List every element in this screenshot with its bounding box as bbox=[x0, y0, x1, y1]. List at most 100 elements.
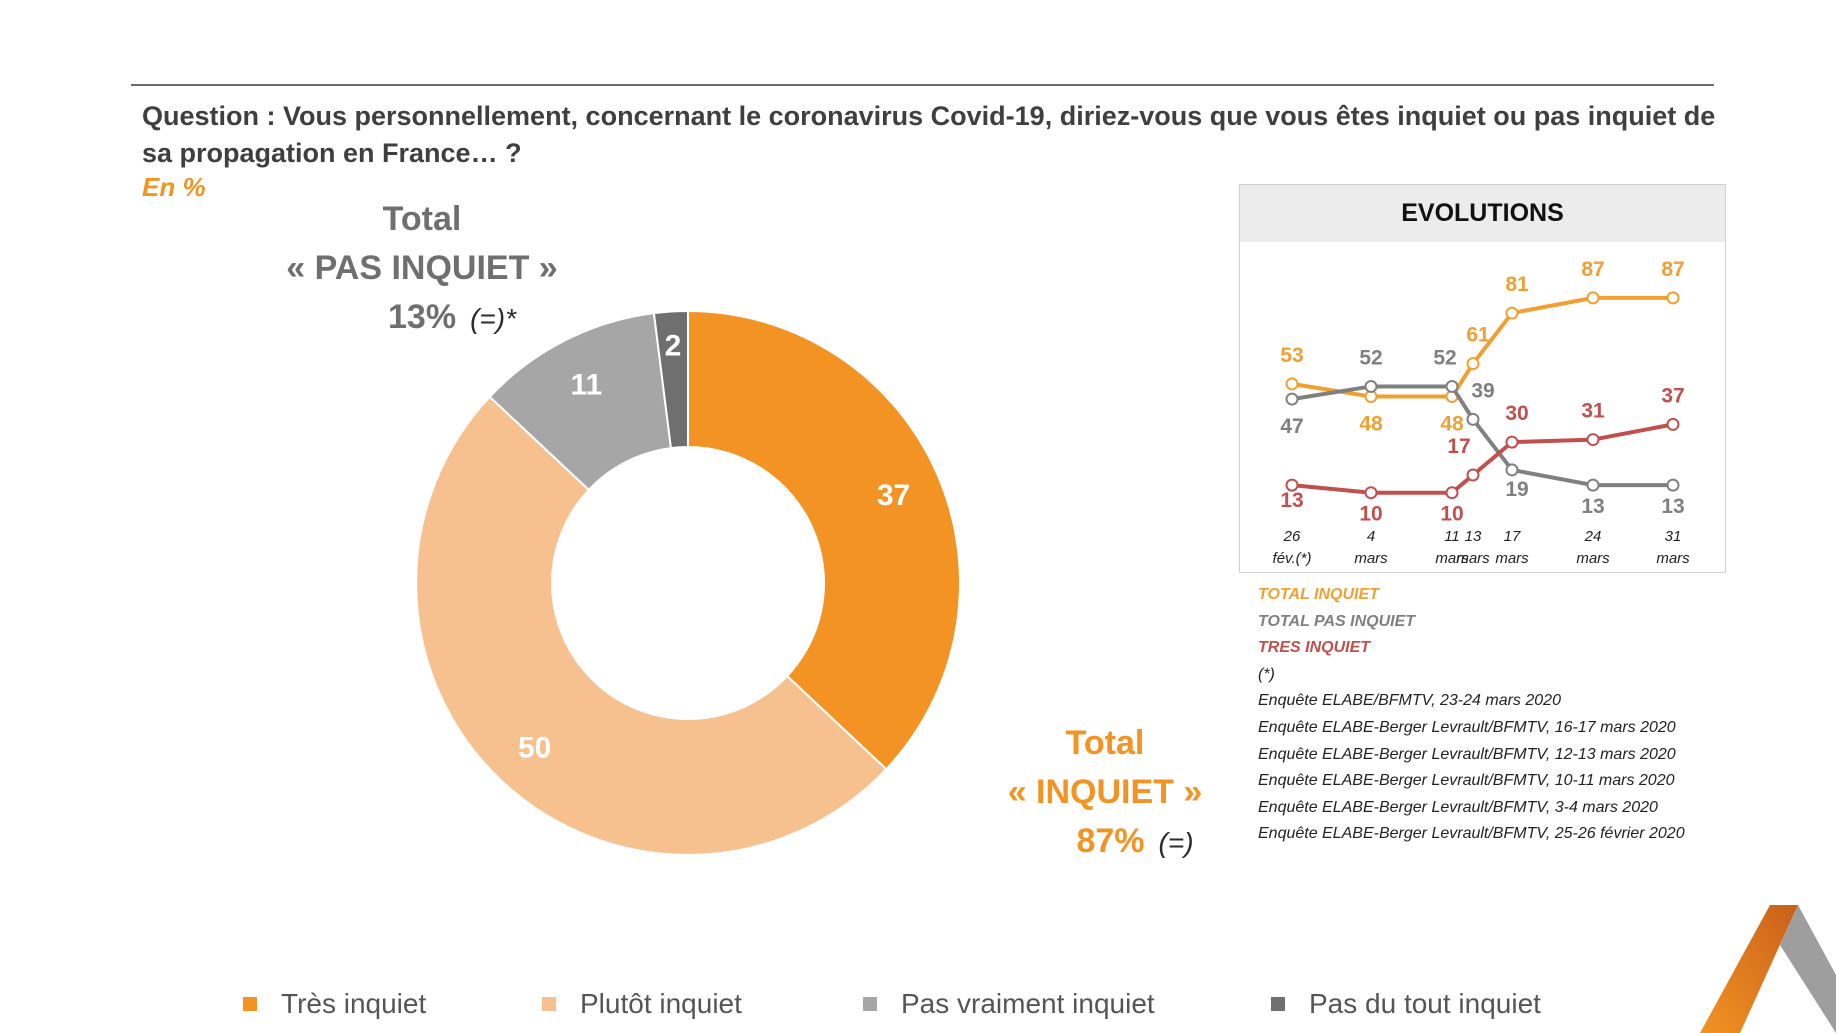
total-inquiet-line2: « INQUIET » bbox=[1007, 773, 1203, 811]
x-tick-label: mars bbox=[1435, 550, 1469, 567]
source-line: Enquête ELABE-Berger Levrault/BFMTV, 3-4… bbox=[1258, 798, 1658, 816]
x-tick-label: 17 bbox=[1504, 528, 1521, 545]
point-value-label: 47 bbox=[1280, 415, 1303, 438]
point-total-pas-inquiet bbox=[1586, 478, 1600, 492]
point-total-pas-inquiet bbox=[1666, 478, 1680, 492]
point-total-inquiet bbox=[1586, 291, 1600, 305]
legend-label: Pas vraiment inquiet bbox=[901, 988, 1155, 1019]
point-value-label: 52 bbox=[1359, 346, 1382, 369]
legend-swatch bbox=[1271, 997, 1285, 1011]
point-value-label: 52 bbox=[1433, 346, 1456, 369]
total-inquiet-value: 87% bbox=[1076, 822, 1145, 860]
total-inquiet-note: (=) bbox=[1158, 827, 1194, 858]
x-tick-label: 26 bbox=[1283, 528, 1301, 545]
donut-slice-plutot-inquiet bbox=[415, 395, 888, 856]
brand-logo bbox=[1700, 905, 1836, 1033]
legend-label: Plutôt inquiet bbox=[580, 988, 742, 1019]
x-tick-label: mars bbox=[1656, 550, 1690, 567]
point-value-label: 13 bbox=[1581, 495, 1604, 518]
total-pas-inquiet-value: 13% bbox=[388, 298, 457, 336]
point-total-inquiet bbox=[1466, 357, 1480, 371]
point-tres-inquiet bbox=[1364, 486, 1378, 500]
total-inquiet-line1: Total bbox=[1065, 724, 1145, 762]
point-total-inquiet bbox=[1285, 377, 1299, 391]
point-tres-inquiet bbox=[1285, 478, 1299, 492]
point-total-pas-inquiet bbox=[1466, 412, 1480, 426]
evolutions-panel: EVOLUTIONS 53 48 48 61 81 87 87 47 52 52 39 19 13 13 1… bbox=[1239, 184, 1726, 573]
legend-swatch bbox=[863, 997, 877, 1011]
evolutions-title: EVOLUTIONS bbox=[1240, 185, 1725, 242]
point-value-label: 81 bbox=[1505, 273, 1529, 296]
point-value-label: 17 bbox=[1447, 435, 1470, 458]
total-pas-inquiet-note: (=)* bbox=[470, 303, 516, 334]
x-tick-label: mars bbox=[1576, 550, 1610, 567]
donut-slice-tres-inquiet bbox=[687, 309, 961, 771]
point-total-inquiet bbox=[1666, 291, 1680, 305]
point-value-label: 13 bbox=[1280, 489, 1303, 512]
point-value-label: 31 bbox=[1581, 400, 1605, 423]
point-value-label: 13 bbox=[1661, 495, 1684, 518]
x-tick-label: 11 bbox=[1444, 528, 1460, 545]
donut-value-label: 37 bbox=[877, 479, 910, 512]
unit-label: En % bbox=[142, 172, 206, 202]
point-total-pas-inquiet bbox=[1364, 379, 1378, 393]
point-value-label: 61 bbox=[1466, 324, 1490, 347]
point-value-label: 39 bbox=[1471, 379, 1494, 402]
source-star: (*) bbox=[1258, 665, 1275, 683]
x-tick-label: fév.(*) bbox=[1273, 550, 1312, 567]
x-tick-label: 24 bbox=[1584, 528, 1602, 545]
x-tick-label: mars bbox=[1456, 550, 1490, 567]
point-value-label: 10 bbox=[1440, 503, 1463, 526]
donut-slice-pas-du-tout-inquiet bbox=[652, 309, 689, 450]
total-inquiet-label: Total « INQUIET » 87% (=) bbox=[920, 719, 1290, 867]
legend-total-pas-inquiet: TOTAL PAS INQUIET bbox=[1258, 612, 1416, 630]
source-line: Enquête ELABE-Berger Levrault/BFMTV, 10-… bbox=[1258, 772, 1675, 790]
legend-item-plutot-inquiet: Plutôt inquiet bbox=[542, 988, 742, 1020]
point-tres-inquiet bbox=[1466, 468, 1480, 482]
point-value-label: 30 bbox=[1505, 402, 1528, 425]
source-line: Enquête ELABE-Berger Levrault/BFMTV, 25-… bbox=[1258, 825, 1685, 843]
point-value-label: 87 bbox=[1661, 258, 1684, 281]
legend-label: Très inquiet bbox=[281, 988, 427, 1019]
question-text: Question : Vous personnellement, concern… bbox=[142, 101, 1716, 168]
x-tick-label: 4 bbox=[1367, 528, 1375, 545]
legend-item-pas-du-tout-inquiet: Pas du tout inquiet bbox=[1271, 988, 1541, 1020]
point-tres-inquiet bbox=[1505, 435, 1519, 449]
point-total-pas-inquiet bbox=[1285, 392, 1299, 406]
x-tick-label: 31 bbox=[1665, 528, 1682, 545]
point-total-pas-inquiet bbox=[1505, 463, 1519, 477]
point-tres-inquiet bbox=[1586, 433, 1600, 447]
point-value-label: 48 bbox=[1440, 413, 1464, 436]
point-value-label: 37 bbox=[1661, 384, 1684, 407]
legend-swatch bbox=[542, 997, 556, 1011]
point-value-label: 19 bbox=[1505, 478, 1528, 501]
source-line: Enquête ELABE/BFMTV, 23-24 mars 2020 bbox=[1258, 692, 1561, 710]
donut-value-label: 2 bbox=[665, 329, 682, 362]
point-tres-inquiet bbox=[1445, 486, 1459, 500]
x-tick-label: mars bbox=[1354, 550, 1388, 567]
source-line: Enquête ELABE-Berger Levrault/BFMTV, 12-… bbox=[1258, 745, 1676, 763]
total-pas-inquiet-line1: Total bbox=[382, 200, 462, 238]
donut-value-label: 11 bbox=[570, 368, 602, 401]
total-pas-inquiet-label: Total « PAS INQUIET » 13% (=)* bbox=[232, 195, 612, 343]
donut-value-label: 50 bbox=[518, 731, 551, 764]
legend-item-pas-vraiment-inquiet: Pas vraiment inquiet bbox=[863, 988, 1155, 1020]
top-rule bbox=[131, 84, 1714, 86]
point-total-pas-inquiet bbox=[1445, 379, 1459, 393]
legend-swatch bbox=[243, 997, 257, 1011]
evolutions-legend: TOTAL INQUIET TOTAL PAS INQUIET TRES INQ… bbox=[1258, 582, 1685, 848]
legend-total-inquiet: TOTAL INQUIET bbox=[1258, 586, 1379, 603]
legend-label: Pas du tout inquiet bbox=[1309, 988, 1541, 1019]
point-tres-inquiet bbox=[1666, 417, 1680, 431]
point-value-label: 48 bbox=[1359, 413, 1383, 436]
point-value-label: 87 bbox=[1581, 258, 1604, 281]
total-pas-inquiet-line2: « PAS INQUIET » bbox=[286, 249, 558, 287]
legend-item-tres-inquiet: Très inquiet bbox=[243, 988, 426, 1020]
point-value-label: 10 bbox=[1359, 503, 1382, 526]
legend-tres-inquiet: TRES INQUIET bbox=[1258, 639, 1371, 657]
x-tick-label: mars bbox=[1495, 550, 1529, 567]
source-line: Enquête ELABE-Berger Levrault/BFMTV, 16-… bbox=[1258, 718, 1676, 736]
x-tick-label: 13 bbox=[1465, 528, 1482, 545]
